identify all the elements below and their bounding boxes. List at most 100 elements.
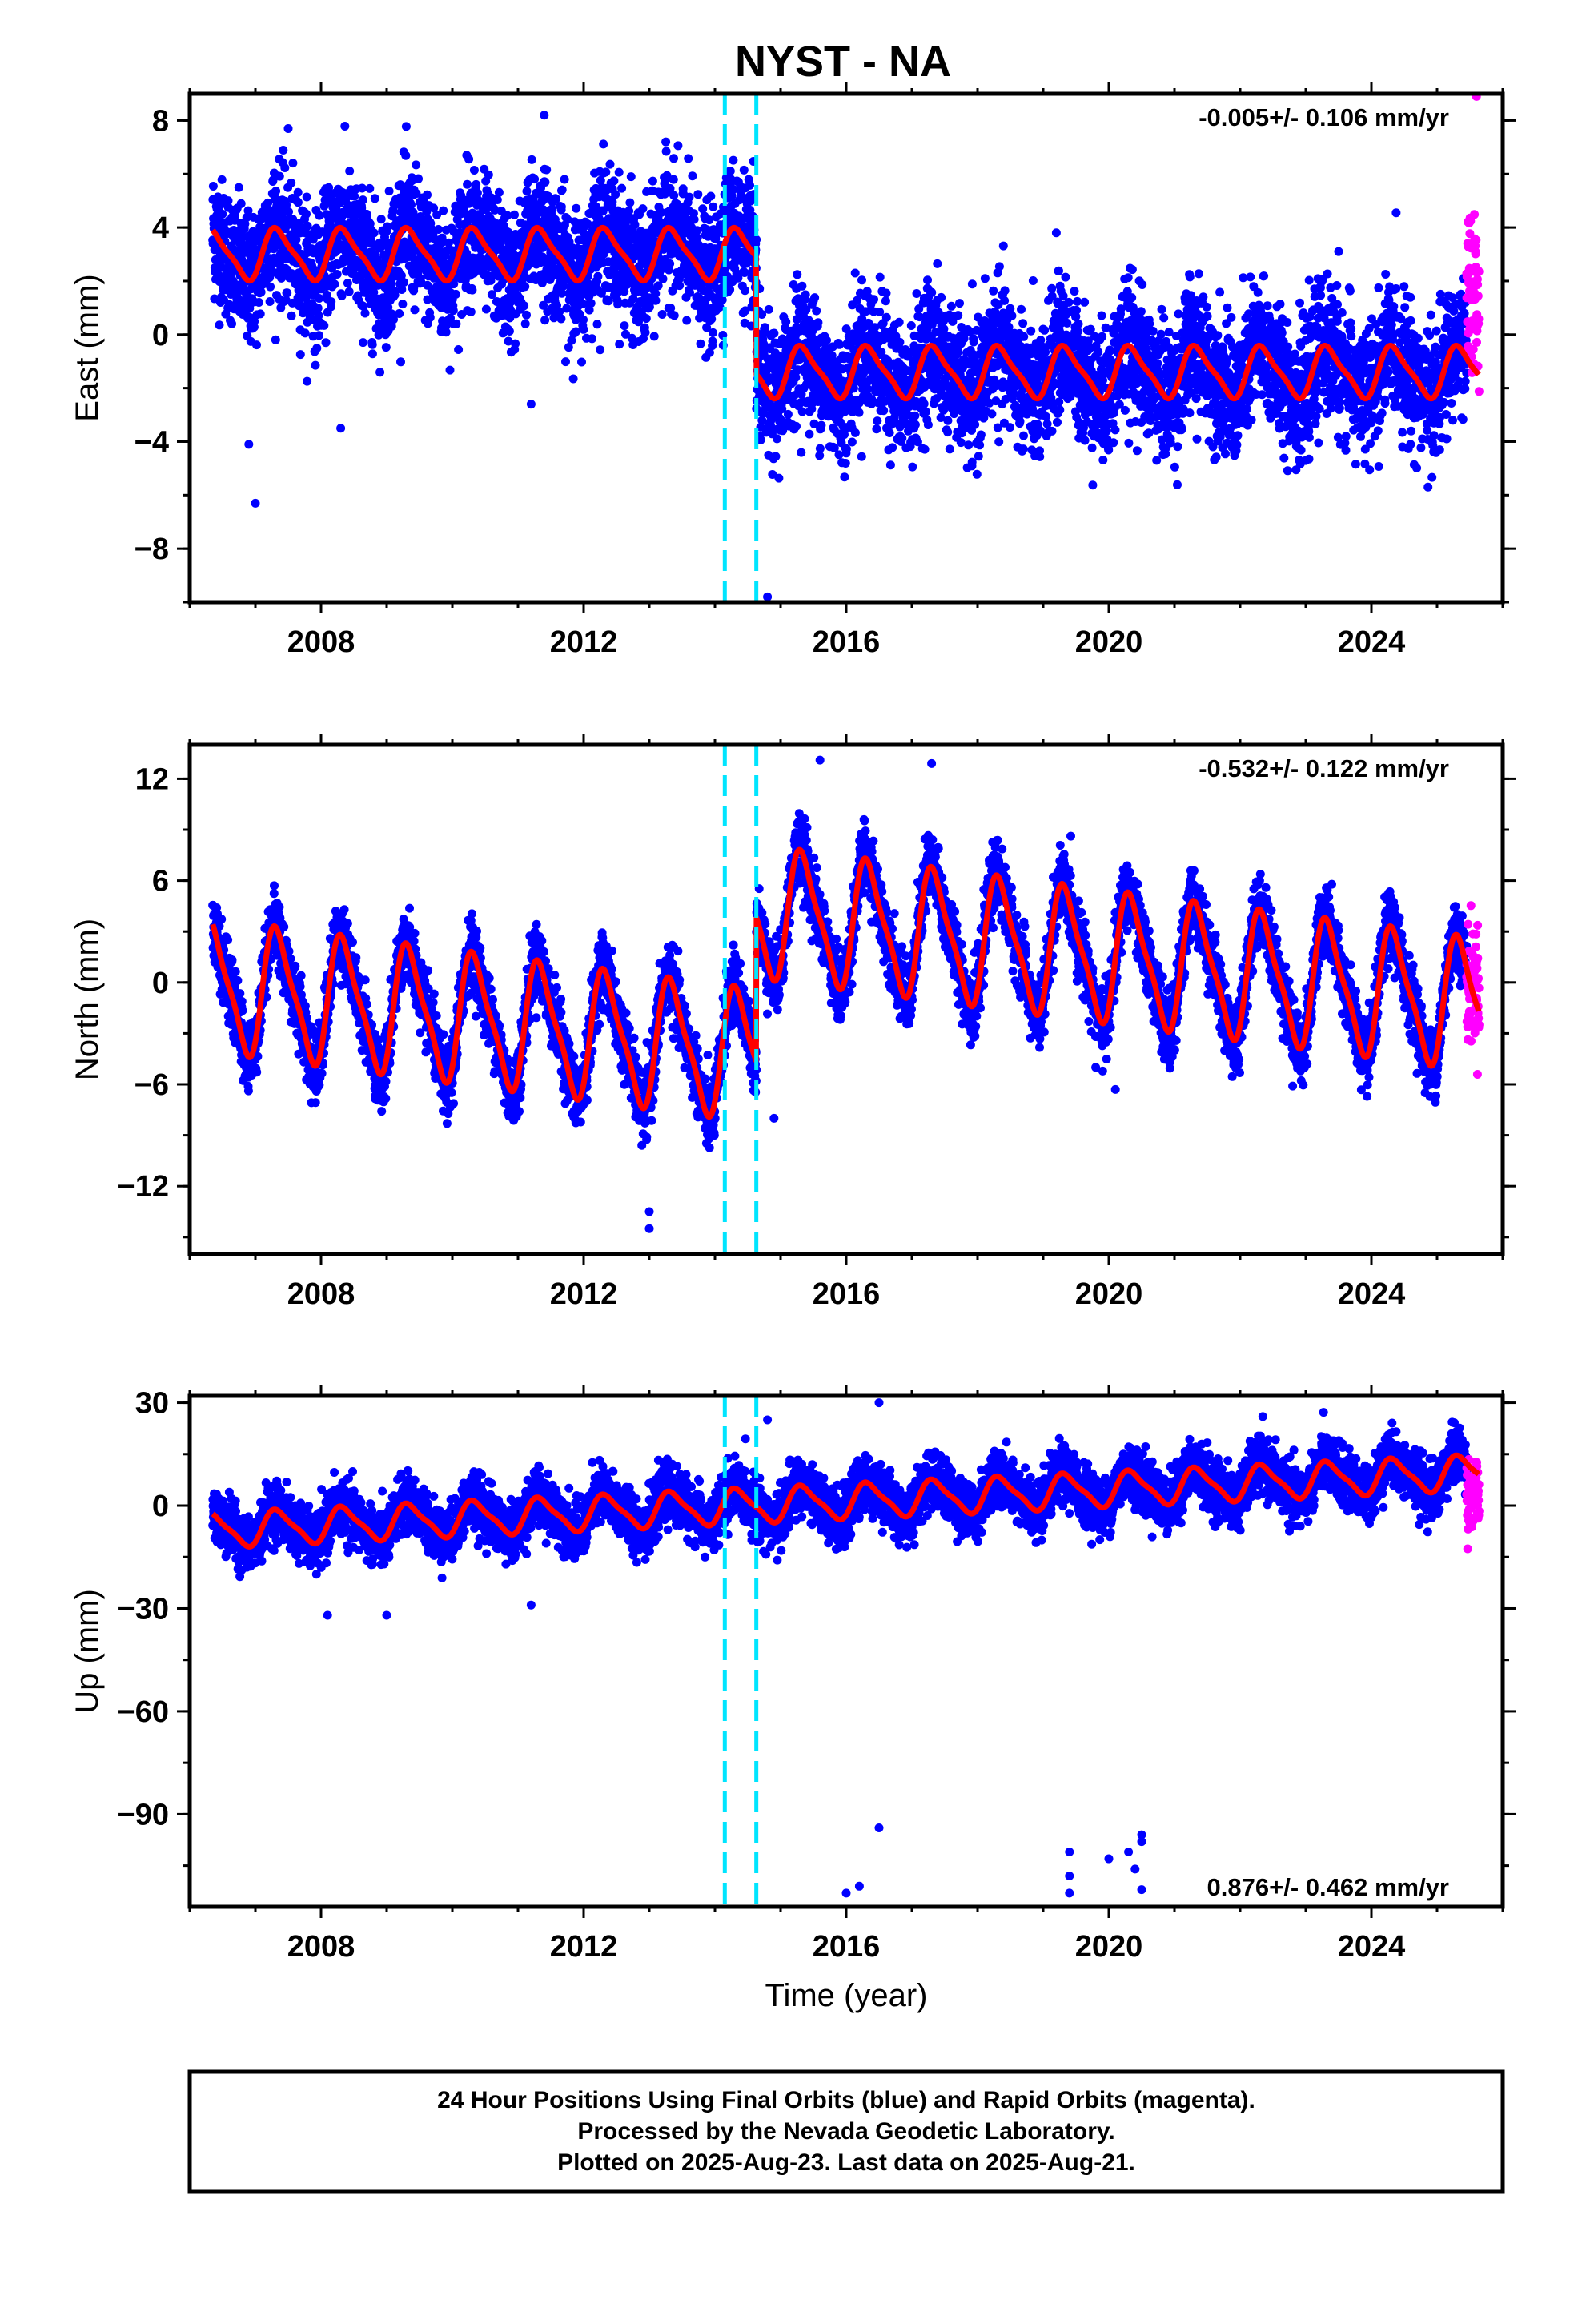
point-final bbox=[943, 416, 953, 425]
point-final bbox=[448, 306, 458, 316]
point-final bbox=[1062, 318, 1072, 328]
point-final bbox=[268, 175, 278, 185]
point-final bbox=[437, 233, 447, 243]
point-final bbox=[885, 460, 895, 470]
point-final bbox=[1098, 332, 1107, 341]
point-final bbox=[410, 305, 420, 315]
point-final bbox=[284, 207, 293, 216]
point-final bbox=[1061, 272, 1070, 282]
point-final bbox=[620, 321, 629, 331]
point-final bbox=[242, 213, 251, 222]
point-final bbox=[295, 350, 305, 360]
point-final bbox=[888, 443, 897, 452]
point-final bbox=[236, 199, 246, 208]
point-final bbox=[854, 408, 864, 417]
point-final bbox=[367, 349, 377, 359]
point-final bbox=[416, 277, 426, 287]
point-final bbox=[369, 228, 379, 238]
point-final bbox=[359, 338, 367, 348]
point-final bbox=[441, 328, 451, 337]
point-final bbox=[980, 274, 990, 283]
point-final bbox=[215, 200, 225, 210]
point-final bbox=[265, 297, 275, 306]
point-final bbox=[709, 328, 717, 337]
point-final bbox=[568, 374, 578, 384]
point-final bbox=[271, 335, 280, 344]
point-final bbox=[1035, 452, 1045, 461]
point-final bbox=[313, 304, 323, 313]
chart-title: NYST - NA bbox=[735, 38, 951, 86]
point-final bbox=[696, 339, 705, 348]
point-final bbox=[375, 368, 385, 377]
point-final bbox=[557, 185, 567, 195]
point-final bbox=[669, 311, 679, 320]
point-final bbox=[1094, 347, 1103, 356]
point-final bbox=[815, 444, 825, 453]
point-final bbox=[1017, 304, 1026, 314]
point-final bbox=[1028, 276, 1038, 285]
point-final bbox=[857, 275, 866, 285]
point-final bbox=[792, 421, 801, 431]
point-final bbox=[801, 290, 810, 300]
point-final bbox=[282, 200, 291, 210]
point-final bbox=[1040, 325, 1050, 335]
point-final bbox=[451, 289, 460, 299]
point-final bbox=[369, 287, 379, 297]
point-final bbox=[1007, 311, 1017, 320]
point-final bbox=[321, 338, 331, 348]
point-final bbox=[291, 235, 301, 244]
point-final bbox=[463, 179, 472, 189]
point-final bbox=[1055, 405, 1065, 415]
point-final bbox=[740, 268, 749, 277]
point-final bbox=[388, 206, 398, 215]
point-final bbox=[494, 187, 504, 197]
point-final bbox=[1054, 397, 1064, 407]
point-final bbox=[449, 279, 459, 289]
point-final bbox=[873, 416, 882, 426]
point-final bbox=[287, 311, 296, 320]
point-final bbox=[879, 406, 889, 416]
point-final bbox=[367, 340, 377, 349]
point-final bbox=[527, 155, 536, 164]
point-final bbox=[841, 459, 850, 468]
point-final bbox=[881, 312, 891, 322]
point-final bbox=[651, 296, 661, 305]
point-final bbox=[303, 376, 312, 386]
point-final bbox=[288, 159, 298, 168]
point-final bbox=[215, 320, 224, 330]
point-final bbox=[1098, 456, 1108, 464]
point-final bbox=[542, 165, 552, 175]
point-final bbox=[381, 343, 391, 352]
point-final bbox=[797, 448, 806, 457]
point-final bbox=[414, 174, 423, 183]
point-final bbox=[739, 165, 749, 175]
point-final bbox=[1098, 376, 1107, 385]
point-final bbox=[822, 336, 831, 345]
point-final bbox=[492, 195, 502, 204]
point-final bbox=[906, 321, 916, 330]
point-final bbox=[401, 122, 411, 131]
point-final bbox=[345, 167, 355, 176]
point-final bbox=[357, 203, 367, 213]
point-final bbox=[946, 301, 956, 311]
point-final bbox=[250, 316, 259, 326]
point-final bbox=[608, 197, 617, 207]
point-final bbox=[665, 259, 675, 268]
point-final bbox=[725, 167, 735, 176]
point-final bbox=[638, 204, 648, 214]
point-final bbox=[255, 309, 265, 319]
point-final bbox=[217, 175, 227, 184]
point-final bbox=[812, 306, 821, 316]
point-final bbox=[511, 339, 520, 348]
point-final bbox=[579, 315, 588, 324]
point-final bbox=[444, 238, 453, 247]
point-final bbox=[937, 292, 946, 302]
point-final bbox=[994, 262, 1004, 271]
point-final bbox=[359, 301, 368, 311]
point-final bbox=[481, 304, 491, 314]
point-final bbox=[771, 452, 781, 461]
point-final bbox=[729, 155, 738, 165]
point-final bbox=[357, 183, 367, 193]
point-final bbox=[275, 171, 284, 181]
point-final bbox=[340, 122, 350, 131]
